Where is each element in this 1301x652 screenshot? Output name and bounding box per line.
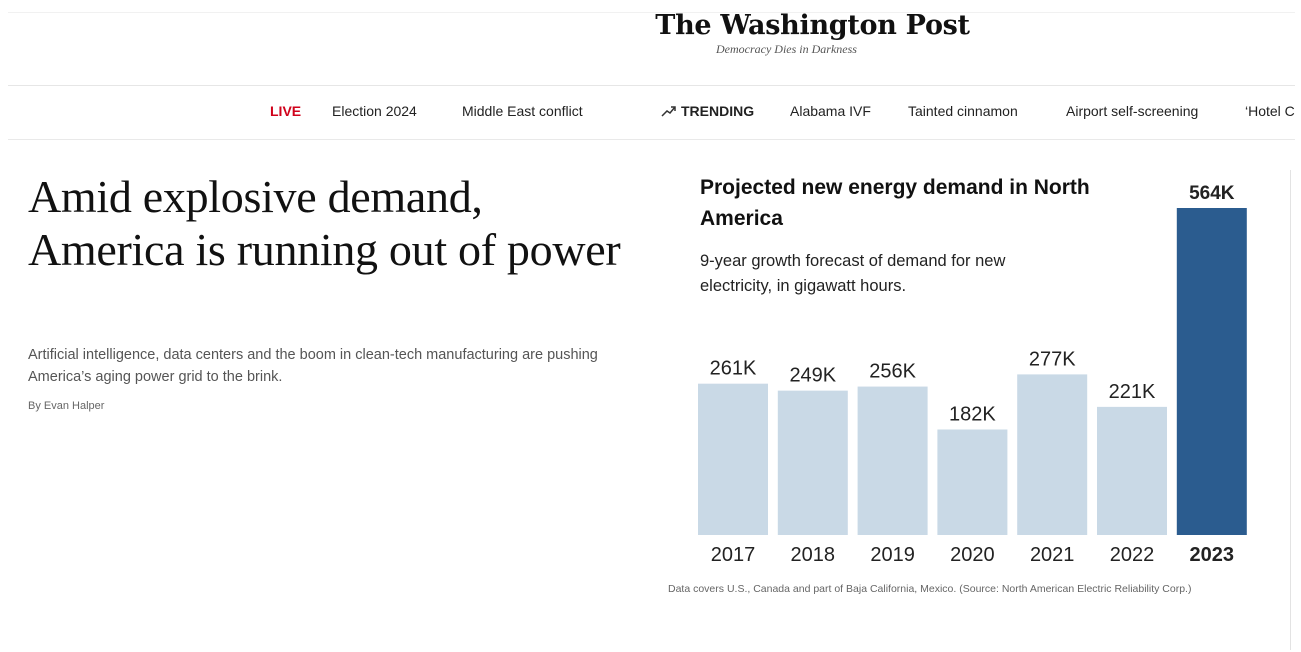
- x-tick-2021: 2021: [1030, 544, 1075, 566]
- x-tick-2020: 2020: [950, 544, 995, 566]
- bar-2021: [1017, 374, 1088, 535]
- article-byline[interactable]: By Evan Halper: [28, 400, 105, 412]
- trending-text: TRENDING: [681, 103, 755, 119]
- x-tick-2018: 2018: [791, 544, 836, 566]
- value-label-2022: 221K: [1109, 381, 1156, 403]
- nav-trending-label: TRENDING: [661, 103, 754, 119]
- nav-item-alabama-ivf[interactable]: Alabama IVF: [790, 103, 871, 119]
- bar-2023: [1176, 208, 1247, 535]
- trending-arrow-icon: [661, 106, 676, 117]
- value-label-2019: 256K: [869, 361, 916, 383]
- value-label-2017: 261K: [710, 358, 757, 380]
- trending-nav: LIVE Election 2024 Middle East conflict …: [8, 85, 1295, 140]
- nav-item-hotel[interactable]: ‘Hotel C: [1245, 103, 1295, 119]
- nav-item-election-2024[interactable]: Election 2024: [332, 103, 417, 119]
- x-tick-2023: 2023: [1190, 544, 1235, 566]
- x-tick-2017: 2017: [711, 544, 756, 566]
- column-divider: [1290, 170, 1291, 650]
- nav-item-tainted-cinnamon[interactable]: Tainted cinnamon: [908, 103, 1018, 119]
- nav-live-link[interactable]: LIVE: [270, 103, 302, 119]
- bar-2020: [937, 429, 1008, 535]
- bar-2017: [698, 383, 768, 535]
- value-label-2018: 249K: [789, 365, 836, 387]
- chart-source-note: Data covers U.S., Canada and part of Baj…: [668, 583, 1192, 595]
- masthead-bar: [8, 12, 1295, 86]
- nav-item-airport-self-screening[interactable]: Airport self-screening: [1066, 103, 1199, 119]
- x-tick-2022: 2022: [1110, 544, 1155, 566]
- bar-2019: [857, 386, 928, 535]
- site-logo[interactable]: The Washington Post: [655, 10, 970, 41]
- value-label-2021: 277K: [1029, 348, 1076, 370]
- bar-2018: [777, 390, 848, 535]
- value-label-2023: 564K: [1189, 183, 1235, 204]
- nav-item-middle-east-conflict[interactable]: Middle East conflict: [462, 103, 583, 119]
- site-tagline: Democracy Dies in Darkness: [716, 42, 857, 56]
- chart-title: Projected new energy demand in North Ame…: [700, 176, 1090, 230]
- bar-2022: [1097, 406, 1167, 535]
- x-tick-2019: 2019: [870, 544, 915, 566]
- article-dek: Artificial intelligence, data centers an…: [28, 347, 598, 385]
- masthead: The Washington Post Democracy Dies in Da…: [0, 10, 1301, 56]
- chart-subtitle: 9-year growth forecast of demand for new…: [700, 252, 1006, 295]
- article-headline[interactable]: Amid explosive demand, America is runnin…: [28, 171, 621, 275]
- value-label-2020: 182K: [949, 403, 996, 425]
